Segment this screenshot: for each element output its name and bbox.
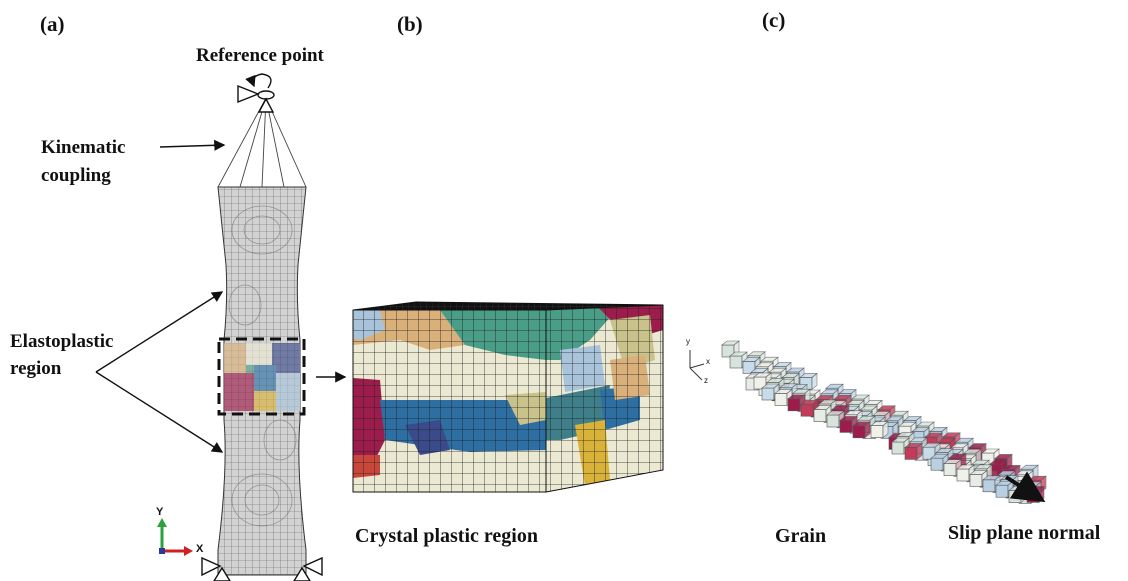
voxel [870, 420, 889, 439]
voxel [799, 372, 818, 391]
voxel [852, 421, 871, 439]
panel-label-a: (a) [40, 12, 65, 36]
axis-c-label-x: x [706, 357, 710, 366]
panel-label-b: (b) [397, 12, 423, 36]
reference-point-label: Reference point [196, 45, 324, 66]
kinematic-label-line2: coupling [41, 165, 111, 186]
selection-box [217, 337, 306, 416]
crystal-plastic-caption: Crystal plastic region [355, 525, 538, 547]
bottom-supports [201, 556, 323, 581]
crystal-block-b [352, 301, 664, 493]
axis-triad-c [689, 350, 705, 381]
voxel [904, 442, 923, 461]
boundary-triangle-icon [237, 84, 260, 104]
voxel [721, 340, 740, 358]
grain-model-c [721, 340, 1047, 505]
slip-normal-arrow [1004, 471, 1046, 503]
axis-c-label-z: z [704, 376, 708, 385]
axis-c-label-y: y [686, 337, 690, 346]
voxel [774, 388, 793, 407]
boundary-triangle-icon [257, 97, 275, 113]
axis-label-y: Y [156, 506, 164, 518]
voxel [800, 399, 819, 417]
grain-caption: Grain [775, 525, 827, 547]
rotation-arrow-icon [245, 73, 272, 89]
specimen-a [217, 186, 307, 576]
voxel [982, 475, 1001, 493]
kinematic-label-line1: Kinematic [41, 137, 126, 158]
elastoplastic-label-line2: region [10, 358, 62, 379]
kinematic-coupling-lines [217, 97, 307, 188]
slip-plane-normal-caption: Slip plane normal [948, 522, 1101, 544]
crystal-region-a [224, 343, 300, 411]
panel-label-c: (c) [762, 8, 786, 32]
axis-triad-a [157, 518, 193, 556]
reference-point-symbol [237, 73, 275, 113]
callout-arrows-a [95, 139, 347, 453]
axis-label-x: X [196, 543, 204, 555]
elastoplastic-label-line1: Elastoplastic [10, 331, 114, 352]
